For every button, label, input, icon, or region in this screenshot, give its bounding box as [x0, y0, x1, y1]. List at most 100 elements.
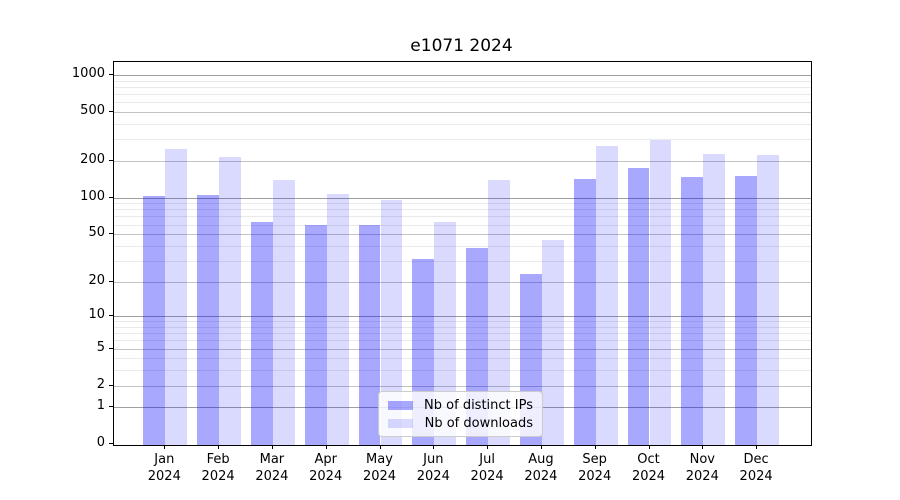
y-tick-label: 10 [88, 307, 105, 323]
x-tick-label: Jul 2024 [470, 452, 504, 484]
y-tick-mark [109, 73, 113, 75]
minor-gridline [114, 94, 811, 95]
bar-downloads [380, 200, 403, 445]
y-tick-label: 20 [88, 272, 105, 288]
y-tick-mark [109, 233, 113, 235]
y-tick-label: 1 [96, 398, 105, 414]
x-tick-label: Dec 2024 [739, 452, 773, 484]
y-tick-label: 50 [88, 225, 105, 241]
minor-gridline [114, 80, 811, 82]
minor-gridline [114, 216, 811, 218]
bar-downloads [272, 180, 295, 445]
bar-distinct-ips [627, 167, 650, 445]
minor-gridline [114, 333, 811, 335]
minor-gridline [114, 123, 811, 125]
y-tick-mark [109, 384, 113, 386]
minor-gridline [114, 245, 811, 247]
x-tick-mark [164, 445, 166, 449]
x-tick-mark [325, 445, 327, 449]
major-gridline [114, 281, 811, 283]
legend-swatch-distinct-ips [388, 400, 413, 410]
x-tick-label: Oct 2024 [631, 452, 666, 484]
y-tick-mark [109, 443, 113, 445]
legend-item-downloads: Nb of downloads [388, 416, 533, 431]
major-gridline [114, 316, 811, 318]
minor-gridline [114, 321, 811, 323]
y-tick-mark [109, 347, 113, 349]
major-gridline [114, 234, 811, 236]
y-tick-label: 500 [80, 102, 105, 118]
minor-gridline [114, 209, 811, 211]
x-tick-mark [487, 445, 489, 449]
bar-downloads [326, 193, 349, 445]
x-tick-label: Jun 2024 [416, 452, 450, 484]
bar-distinct-ips [573, 178, 596, 445]
bar-downloads [757, 155, 779, 445]
y-tick-label: 1000 [71, 65, 105, 81]
bar-downloads [541, 239, 564, 445]
x-tick-label: Apr 2024 [309, 452, 343, 484]
plot-area [113, 61, 812, 446]
y-tick-label: 5 [96, 339, 105, 355]
chart-title: e1071 2024 [410, 36, 513, 56]
x-tick-mark [594, 445, 596, 449]
minor-gridline [114, 139, 811, 141]
y-tick-label: 0 [96, 435, 105, 451]
x-tick-label: May 2024 [362, 452, 397, 484]
minor-gridline [114, 86, 811, 88]
x-tick-mark [756, 445, 758, 449]
major-gridline [114, 111, 811, 113]
major-gridline [114, 74, 811, 76]
major-gridline [114, 348, 811, 350]
minor-gridline [114, 326, 811, 328]
minor-gridline [114, 370, 811, 372]
x-tick-mark [540, 445, 542, 449]
x-tick-label: Mar 2024 [255, 452, 289, 484]
bar-downloads [649, 140, 672, 445]
x-tick-mark [433, 445, 435, 449]
bar-distinct-ips [681, 176, 704, 445]
bar-downloads [488, 179, 510, 445]
y-tick-mark [109, 159, 113, 161]
bar-distinct-ips [197, 194, 220, 445]
major-gridline [114, 385, 811, 387]
x-tick-mark [271, 445, 273, 449]
x-tick-label: Feb 2024 [201, 452, 235, 484]
minor-gridline [114, 358, 811, 360]
bar-downloads [595, 146, 618, 445]
y-tick-mark [109, 406, 113, 408]
bar-distinct-ips [251, 222, 273, 445]
bar-downloads [165, 149, 188, 445]
minor-gridline [114, 203, 811, 205]
major-gridline [114, 197, 811, 199]
minor-gridline [114, 102, 811, 104]
bar-downloads [703, 154, 726, 445]
minor-gridline [114, 340, 811, 342]
bar-downloads [434, 222, 457, 445]
legend-swatch-downloads [388, 418, 413, 428]
x-tick-mark [218, 445, 220, 449]
legend-label: Nb of distinct IPs [424, 397, 533, 413]
x-tick-label: Jan 2024 [147, 452, 181, 484]
minor-gridline [114, 260, 811, 262]
bar-distinct-ips [735, 175, 758, 445]
major-gridline [114, 160, 811, 162]
y-tick-mark [109, 315, 113, 317]
legend: Nb of distinct IPs Nb of downloads [378, 391, 543, 437]
bar-distinct-ips [304, 224, 327, 445]
legend-item-distinct-ips: Nb of distinct IPs [388, 398, 533, 413]
bar-distinct-ips [358, 224, 381, 445]
y-tick-mark [109, 196, 113, 198]
x-tick-label: Aug 2024 [524, 452, 558, 484]
y-tick-mark [109, 110, 113, 112]
y-tick-label: 2 [96, 376, 105, 392]
bar-distinct-ips [143, 196, 166, 445]
legend-label: Nb of downloads [424, 415, 533, 431]
x-tick-mark [702, 445, 704, 449]
x-tick-label: Nov 2024 [685, 452, 719, 484]
x-tick-label: Sep 2024 [578, 452, 612, 484]
x-tick-mark [379, 445, 381, 449]
y-tick-label: 200 [80, 151, 105, 167]
bar-downloads [219, 156, 241, 445]
